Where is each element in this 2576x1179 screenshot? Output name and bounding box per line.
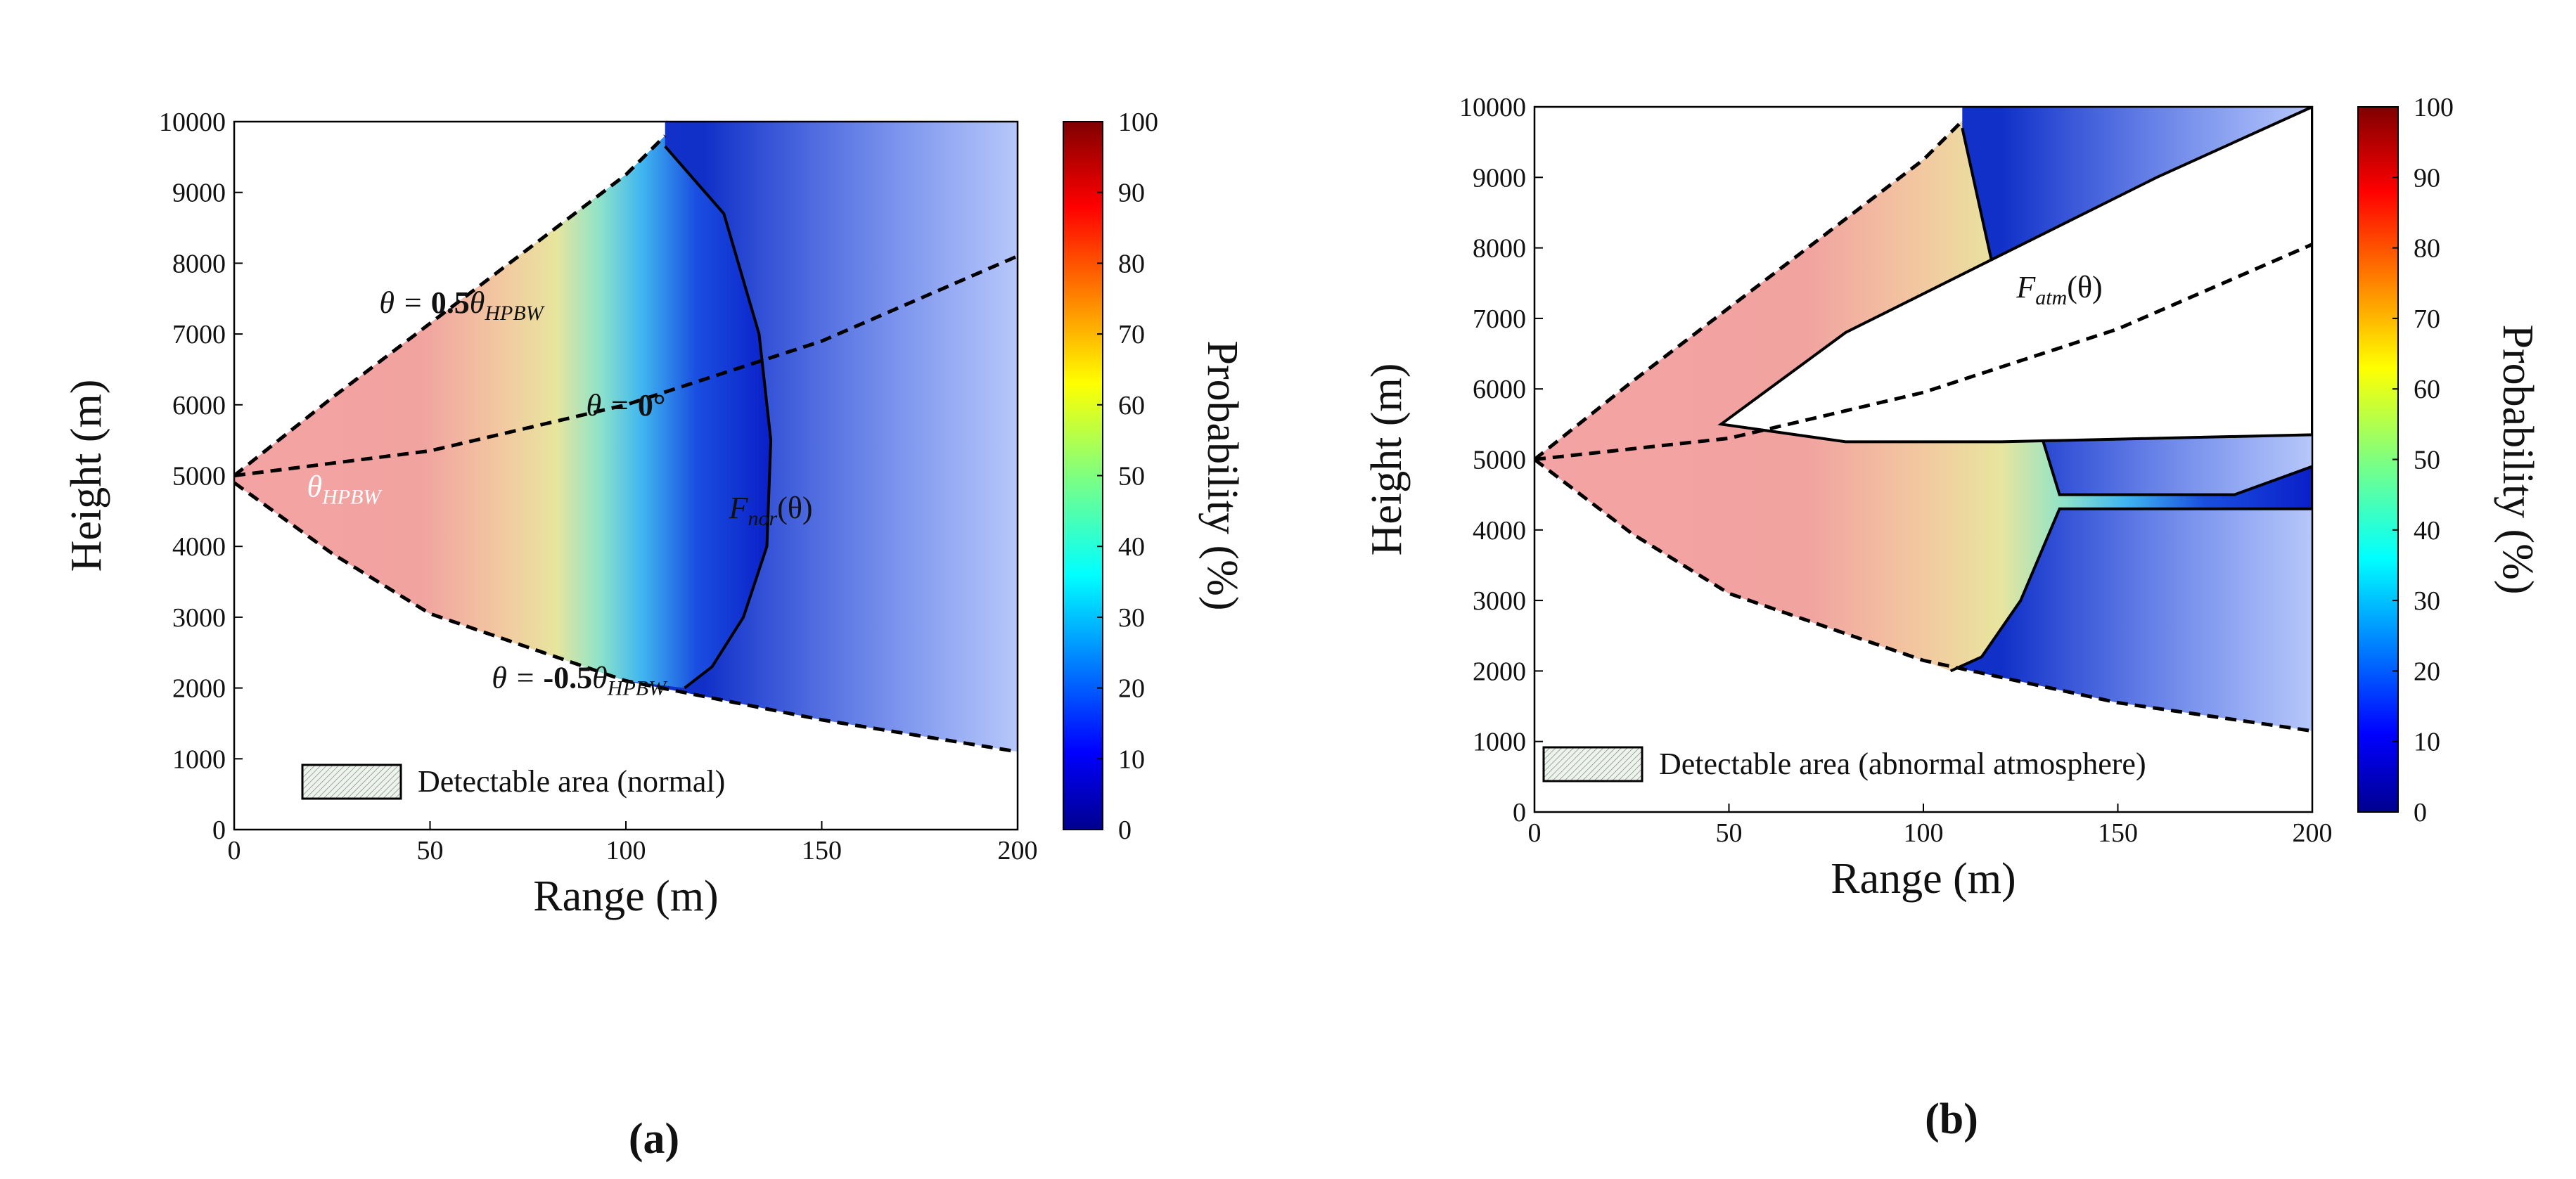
colorbar-tick-label: 70 bbox=[2414, 304, 2440, 334]
colorbar-tick-label: 50 bbox=[1118, 462, 1145, 491]
colorbar-tick-label: 10 bbox=[1118, 745, 1145, 774]
x-tick-label: 150 bbox=[802, 836, 842, 865]
beam-upper-edge bbox=[1534, 120, 1964, 461]
y-tick-label: 6000 bbox=[172, 391, 226, 420]
x-axis-label: Range (m) bbox=[533, 872, 718, 920]
y-tick-label: 8000 bbox=[1473, 234, 1526, 264]
y-tick-label: 0 bbox=[1513, 798, 1526, 827]
colorbar bbox=[2357, 106, 2399, 813]
x-tick-label: 0 bbox=[228, 836, 241, 865]
y-tick-label: 7000 bbox=[1473, 304, 1526, 334]
x-tick-label: 50 bbox=[1716, 818, 1743, 848]
annotation: θ = 0.5θHPBW bbox=[379, 285, 545, 325]
panel-b: 0 50 100 150 2000100020003000400050006000700… bbox=[1363, 93, 2542, 1143]
colorbar-tick-label: 60 bbox=[1118, 391, 1145, 420]
y-tick-label: 2000 bbox=[1473, 657, 1526, 686]
colorbar-tick-label: 100 bbox=[1118, 108, 1158, 137]
legend-label: Detectable area (abnormal atmosphere) bbox=[1659, 747, 2146, 781]
y-tick-label: 8000 bbox=[172, 249, 226, 278]
y-tick-label: 9000 bbox=[172, 179, 226, 208]
y-tick-label: 4000 bbox=[172, 532, 226, 562]
colorbar-tick-label: 0 bbox=[2414, 798, 2427, 827]
y-tick-label: 9000 bbox=[1473, 163, 1526, 193]
y-tick-label: 3000 bbox=[1473, 586, 1526, 616]
y-tick-label: 10000 bbox=[159, 108, 226, 137]
panel-a: 0 50 100 150 2000100020003000400050006000700… bbox=[63, 108, 1246, 1163]
colorbar-tick-label: 10 bbox=[2414, 728, 2440, 757]
y-tick-label: 10000 bbox=[1459, 93, 1526, 122]
colorbar-tick-label: 30 bbox=[2414, 586, 2440, 616]
colorbar-tick-label: 30 bbox=[1118, 603, 1145, 633]
colorbar-tick-label: 80 bbox=[1118, 249, 1145, 278]
x-tick-label: 50 bbox=[417, 836, 444, 865]
y-tick-label: 2000 bbox=[172, 674, 226, 704]
x-tick-label: 150 bbox=[2098, 818, 2138, 848]
plot-area bbox=[1534, 107, 2312, 733]
colorbar-label: Probability (%) bbox=[2494, 325, 2542, 595]
beam-lower-edge bbox=[234, 481, 1018, 754]
y-tick-label: 1000 bbox=[1473, 728, 1526, 757]
y-tick-label: 7000 bbox=[172, 320, 226, 349]
x-tick-label: 100 bbox=[1904, 818, 1944, 848]
duct-gap-region bbox=[1717, 107, 2312, 444]
colorbar-tick-label: 20 bbox=[1118, 674, 1145, 704]
beam-upper-edge bbox=[234, 134, 667, 477]
beam-lower-edge bbox=[1534, 458, 2312, 733]
beam-center-line bbox=[234, 255, 1018, 477]
colorbar-tick-label: 60 bbox=[2414, 375, 2440, 404]
colorbar-label: Probability (%) bbox=[1198, 341, 1246, 611]
annotation: Fnor(θ) bbox=[729, 491, 813, 530]
colorbar-tick-label: 80 bbox=[2414, 234, 2440, 264]
colorbar-tick-label: 40 bbox=[1118, 532, 1145, 562]
panel-caption: (a) bbox=[629, 1115, 679, 1163]
colorbar-tick-label: 40 bbox=[2414, 516, 2440, 546]
legend-label: Detectable area (normal) bbox=[418, 764, 725, 799]
legend-swatch bbox=[301, 764, 402, 800]
probability-field bbox=[234, 136, 771, 688]
colorbar-tick-label: 0 bbox=[1118, 816, 1132, 845]
x-axis-label: Range (m) bbox=[1831, 855, 2016, 903]
colorbar-tick-label: 90 bbox=[2414, 163, 2440, 193]
colorbar-tick-label: 70 bbox=[1118, 320, 1145, 349]
y-tick-label: 1000 bbox=[172, 745, 226, 774]
annotation: θ = -0.5θHPBW bbox=[492, 661, 668, 700]
annotation: Fatm(θ) bbox=[2016, 270, 2102, 309]
y-tick-label: 0 bbox=[212, 816, 226, 845]
x-tick-label: 100 bbox=[606, 836, 646, 865]
y-tick-label: 5000 bbox=[172, 462, 226, 491]
colorbar-tick-label: 100 bbox=[2414, 93, 2454, 122]
y-tick-label: 6000 bbox=[1473, 375, 1526, 404]
y-tick-label: 5000 bbox=[1473, 446, 1526, 475]
colorbar-tick-label: 20 bbox=[2414, 657, 2440, 686]
annotation: θ = 0° bbox=[587, 388, 666, 423]
y-axis-label: Height (m) bbox=[63, 380, 110, 572]
colorbar-tick-label: 90 bbox=[1118, 179, 1145, 208]
colorbar bbox=[1063, 121, 1103, 830]
x-tick-label: 200 bbox=[998, 836, 1038, 865]
y-tick-label: 3000 bbox=[172, 603, 226, 633]
plot-area bbox=[234, 122, 1018, 754]
colorbar-tick-label: 50 bbox=[2414, 446, 2440, 475]
x-tick-label: 200 bbox=[2293, 818, 2333, 848]
legend-swatch bbox=[1542, 746, 1643, 782]
panel-caption: (b) bbox=[1925, 1095, 1978, 1143]
y-axis-label: Height (m) bbox=[1363, 363, 1411, 556]
detectable-boundary-line bbox=[664, 145, 773, 690]
annotation: θHPBW bbox=[307, 470, 383, 509]
beam-center-line bbox=[1534, 243, 2312, 461]
y-tick-label: 4000 bbox=[1473, 516, 1526, 546]
x-tick-label: 0 bbox=[1528, 818, 1542, 848]
